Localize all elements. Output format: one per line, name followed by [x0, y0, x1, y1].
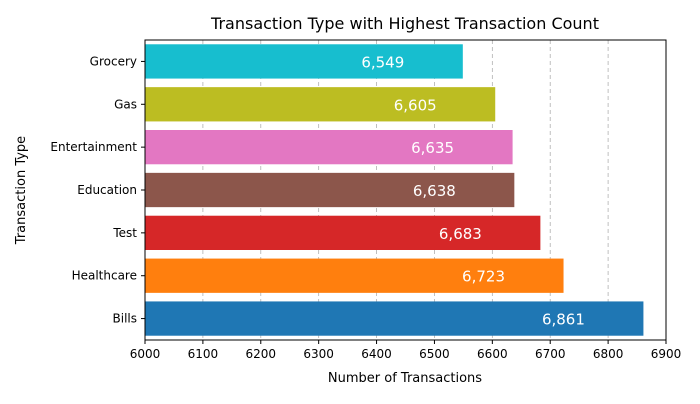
x-tick-label: 6200: [246, 347, 277, 361]
y-tick-label: Bills: [113, 312, 138, 326]
bar-value-label: 6,605: [394, 96, 437, 114]
x-tick-label: 6400: [361, 347, 392, 361]
y-axis-ticks: Bills Healthcare Test Education Entertainmen…: [50, 54, 145, 326]
y-tick-label: Healthcare: [72, 269, 137, 283]
x-tick-label: 6100: [188, 347, 219, 361]
bar-education: [145, 172, 515, 208]
bars: [145, 44, 644, 336]
bar-entertainment: [145, 130, 513, 165]
y-tick-label: Test: [112, 226, 137, 240]
y-axis-label: Transaction Type: [14, 136, 29, 245]
bar-value-label: 6,683: [439, 225, 482, 243]
bar-value-label: 6,635: [411, 139, 454, 157]
chart-title: Transaction Type with Highest Transactio…: [210, 14, 599, 33]
bar-grocery: [145, 44, 463, 79]
bar-bills: [145, 301, 644, 336]
y-tick-label: Gas: [114, 97, 137, 111]
x-tick-label: 6000: [130, 347, 161, 361]
y-tick-label: Entertainment: [50, 140, 137, 154]
bar-value-label: 6,549: [361, 53, 404, 71]
x-tick-label: 6500: [419, 347, 450, 361]
bar-value-label: 6,723: [462, 268, 505, 286]
y-tick-label: Grocery: [90, 54, 137, 68]
x-tick-label: 6700: [535, 347, 566, 361]
x-tick-label: 6300: [303, 347, 334, 361]
bar-value-label: 6,638: [413, 182, 456, 200]
bar-test: [145, 215, 541, 250]
bar-labels: 6,861 6,723 6,683 6,638 6,635 6,605 6,549: [361, 53, 585, 328]
bar-gas: [145, 87, 496, 122]
y-tick-label: Education: [77, 183, 137, 197]
x-axis-label: Number of Transactions: [328, 371, 482, 386]
bar-healthcare: [145, 258, 564, 293]
x-tick-label: 6800: [593, 347, 624, 361]
bar-value-label: 6,861: [542, 311, 585, 329]
x-axis-ticks: 6000 6100 6200 6300 6400 6500 6600 6700 6800 6900: [130, 340, 682, 361]
x-tick-label: 6600: [477, 347, 508, 361]
x-tick-label: 6900: [651, 347, 682, 361]
